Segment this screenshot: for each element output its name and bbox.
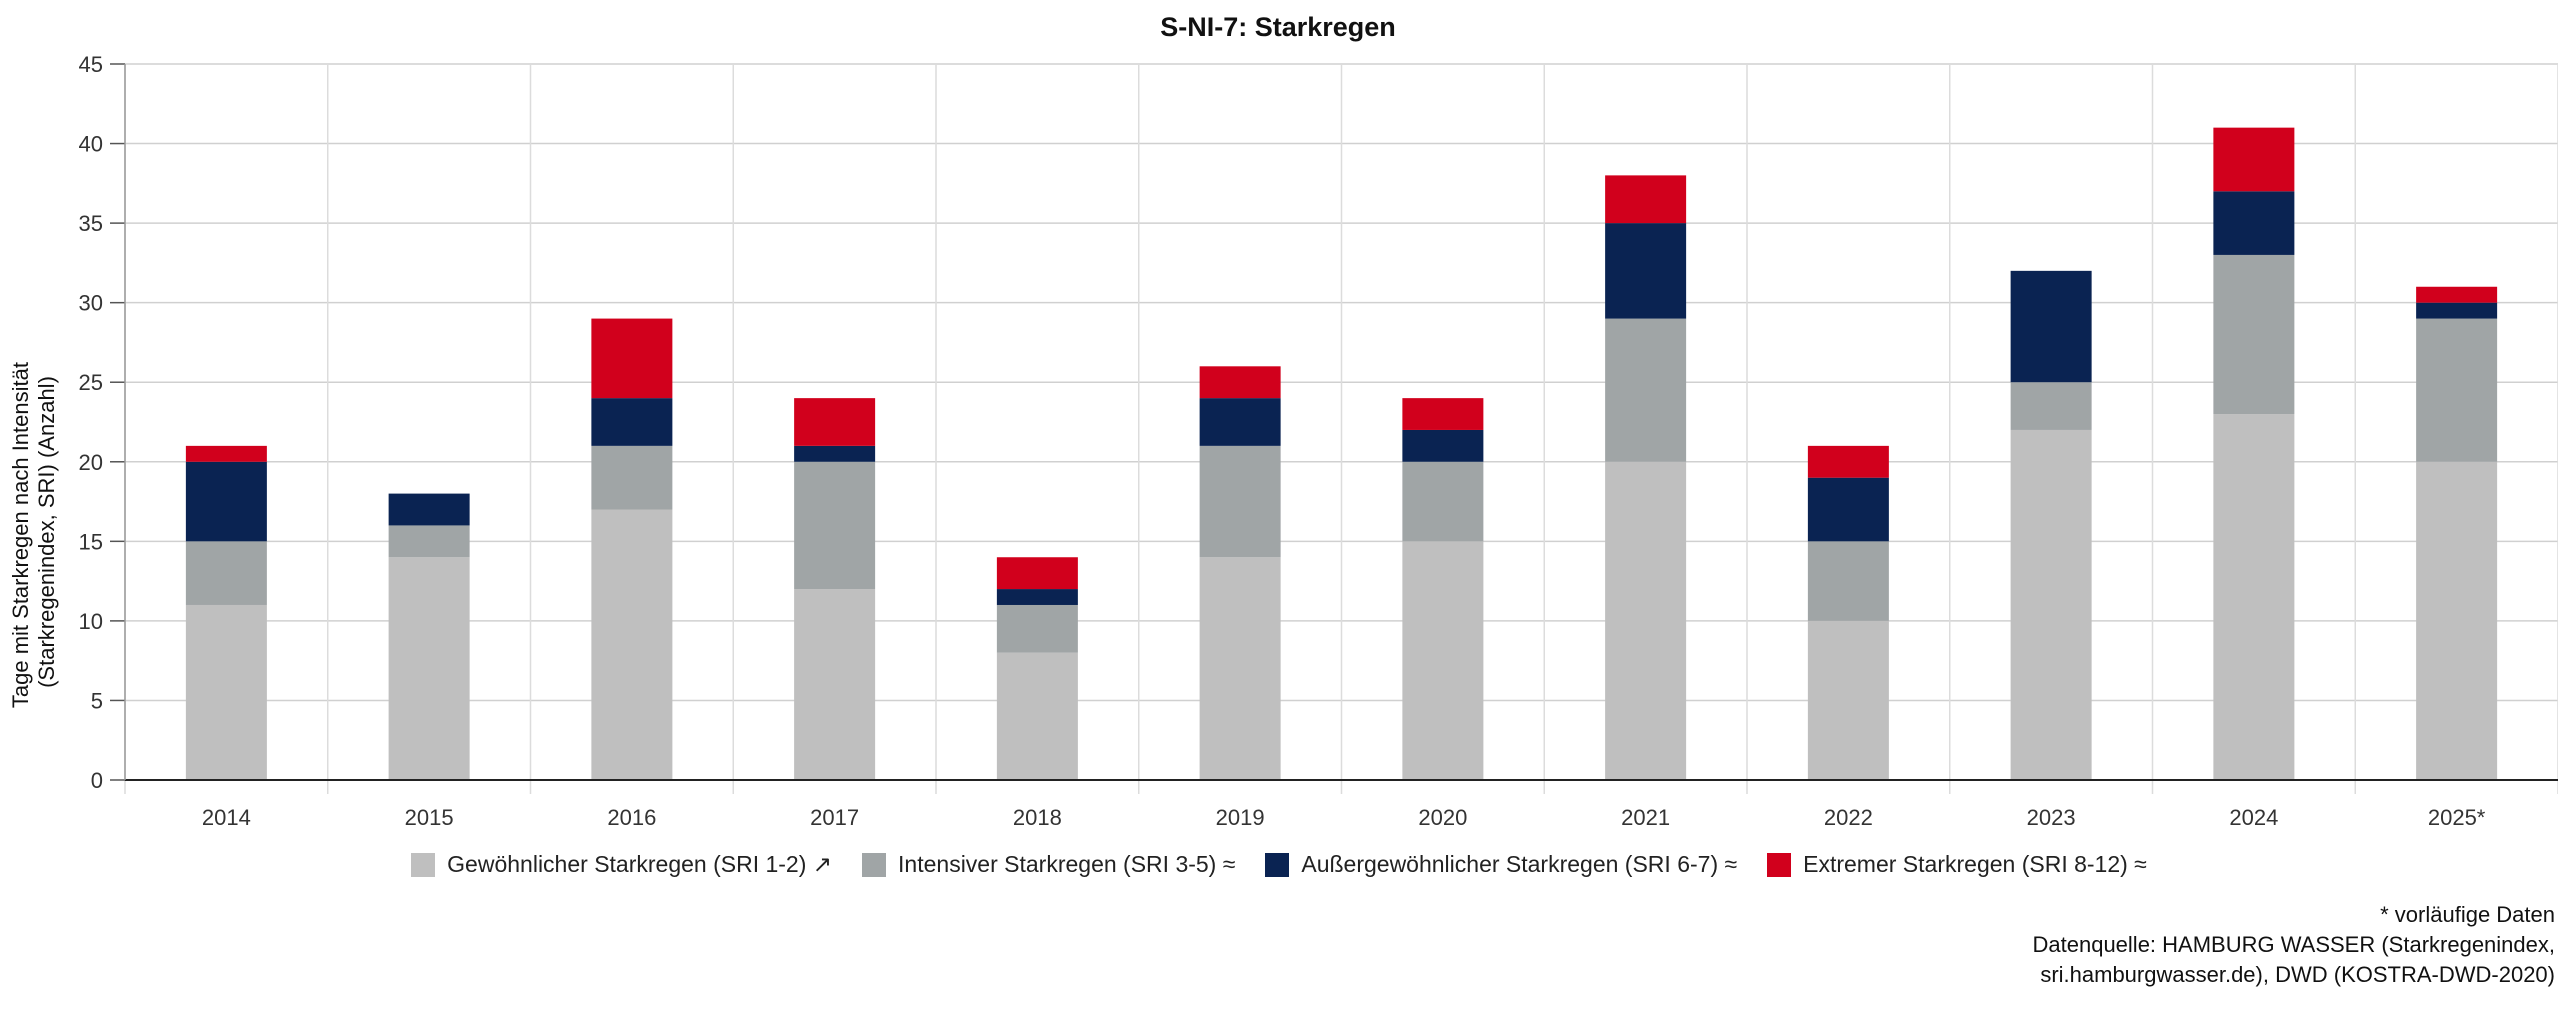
- notes: * vorläufige Daten Datenquelle: HAMBURG …: [2033, 900, 2556, 990]
- source-line-2: sri.hamburgwasser.de), DWD (KOSTRA-DWD-2…: [2040, 962, 2555, 987]
- y-tick-label: 40: [79, 132, 103, 157]
- bar-segment[interactable]: [1199, 366, 1281, 399]
- bar-segment[interactable]: [591, 318, 673, 399]
- bar-segment[interactable]: [2416, 318, 2498, 462]
- y-tick-label: 20: [79, 450, 103, 475]
- bar-segment[interactable]: [2213, 414, 2295, 780]
- bar-segment[interactable]: [2010, 429, 2092, 780]
- bar-segment[interactable]: [2010, 382, 2092, 430]
- bar-segment[interactable]: [1199, 557, 1281, 780]
- bar-segment[interactable]: [185, 461, 267, 542]
- legend-item-extrem[interactable]: Extremer Starkregen (SRI 8-12) ≈: [1767, 851, 2147, 878]
- bar-segment[interactable]: [1605, 223, 1687, 319]
- legend-item-gewoehnlich[interactable]: Gewöhnlicher Starkregen (SRI 1-2) ↗: [411, 851, 832, 878]
- bar-segment[interactable]: [388, 493, 470, 526]
- axes: 0 5 10 15 20 25 30 35 40 45 2014 2015 2016 2017 2018 20…: [79, 52, 2558, 830]
- y-tick-label: 5: [91, 688, 103, 713]
- x-tick-label: 2021: [1621, 805, 1670, 830]
- y-tick-label: 10: [79, 609, 103, 634]
- bar-segment[interactable]: [2213, 254, 2295, 415]
- bar-segment[interactable]: [794, 445, 876, 462]
- bar-segment[interactable]: [2213, 127, 2295, 192]
- bar-segment[interactable]: [1402, 429, 1484, 462]
- x-tick-label: 2017: [810, 805, 859, 830]
- y-tick-label: 25: [79, 370, 103, 395]
- bar-segment[interactable]: [1402, 398, 1484, 430]
- legend-label: Außergewöhnlicher Starkregen (SRI 6-7) ≈: [1301, 851, 1738, 877]
- bars: [185, 127, 2498, 780]
- bar-segment[interactable]: [388, 525, 470, 558]
- grid: [124, 63, 2558, 794]
- x-tick-label: 2018: [1013, 805, 1062, 830]
- bar-segment[interactable]: [1605, 175, 1687, 224]
- bar-segment[interactable]: [1807, 477, 1889, 542]
- bar-segment[interactable]: [591, 398, 673, 446]
- legend: Gewöhnlicher Starkregen (SRI 1-2) ↗ Inte…: [0, 851, 2558, 878]
- provisional-note: * vorläufige Daten: [2380, 902, 2555, 927]
- bar-segment[interactable]: [185, 445, 267, 462]
- bar-segment[interactable]: [1807, 445, 1889, 478]
- x-tick-label: 2015: [405, 805, 454, 830]
- y-axis-label-line-2: (Starkregenindex, SRI) (Anzahl): [34, 376, 59, 688]
- bar-segment[interactable]: [185, 541, 267, 605]
- legend-swatch: [862, 852, 887, 877]
- x-tick-label: 2023: [2027, 805, 2076, 830]
- bar-segment[interactable]: [794, 398, 876, 446]
- x-tick-label: 2016: [607, 805, 656, 830]
- bar-segment[interactable]: [591, 445, 673, 510]
- y-axis-label-line-1: Tage mit Starkregen nach Intensität: [8, 362, 33, 708]
- bar-segment[interactable]: [1605, 318, 1687, 462]
- x-tick-label: 2022: [1824, 805, 1873, 830]
- bar-segment[interactable]: [996, 557, 1078, 590]
- x-tick-label: 2024: [2229, 805, 2278, 830]
- chart-title: S-NI-7: Starkregen: [1160, 12, 1396, 42]
- legend-label: Intensiver Starkregen (SRI 3-5) ≈: [898, 851, 1236, 877]
- legend-label: Gewöhnlicher Starkregen (SRI 1-2) ↗: [447, 851, 833, 877]
- source-line-1: Datenquelle: HAMBURG WASSER (Starkregeni…: [2032, 932, 2556, 957]
- x-tick-label: 2014: [202, 805, 251, 830]
- bar-segment[interactable]: [1402, 461, 1484, 542]
- bar-segment[interactable]: [1199, 445, 1281, 558]
- bar-segment[interactable]: [1199, 398, 1281, 446]
- legend-swatch: [1767, 852, 1792, 877]
- bar-segment[interactable]: [1807, 620, 1889, 780]
- bar-segment[interactable]: [1605, 461, 1687, 780]
- x-tick-label: 2020: [1418, 805, 1467, 830]
- bar-segment[interactable]: [2416, 461, 2498, 780]
- bar-segment[interactable]: [794, 461, 876, 590]
- bar-segment[interactable]: [2213, 191, 2295, 255]
- y-tick-label: 0: [91, 768, 103, 793]
- chart: S-NI-7: Starkregen 0 5 10 15 20 25 30 35 40 45 201…: [8, 12, 2558, 830]
- y-tick-label: 45: [79, 52, 103, 77]
- legend-item-intensiv[interactable]: Intensiver Starkregen (SRI 3-5) ≈: [862, 851, 1235, 878]
- bar-segment[interactable]: [2416, 302, 2498, 319]
- bar-segment[interactable]: [996, 604, 1078, 653]
- x-tick-label: 2019: [1216, 805, 1265, 830]
- bar-segment[interactable]: [2416, 286, 2498, 303]
- legend-swatch: [411, 852, 436, 877]
- bar-segment[interactable]: [996, 652, 1078, 780]
- y-tick-label: 35: [79, 211, 103, 236]
- legend-item-aussergewoehnlich[interactable]: Außergewöhnlicher Starkregen (SRI 6-7) ≈: [1265, 851, 1737, 878]
- y-axis-label: Tage mit Starkregen nach Intensität (Sta…: [8, 356, 59, 708]
- bar-segment[interactable]: [794, 589, 876, 780]
- x-tick-label: 2025*: [2428, 805, 2486, 830]
- bar-segment[interactable]: [591, 509, 673, 780]
- bar-segment[interactable]: [1807, 541, 1889, 621]
- bar-segment[interactable]: [2010, 270, 2092, 383]
- bar-segment[interactable]: [1402, 541, 1484, 780]
- bar-segment[interactable]: [996, 589, 1078, 605]
- bar-segment[interactable]: [388, 557, 470, 780]
- y-tick-label: 30: [79, 291, 103, 316]
- legend-label: Extremer Starkregen (SRI 8-12) ≈: [1803, 851, 2147, 877]
- bar-segment[interactable]: [185, 604, 267, 780]
- y-tick-label: 15: [79, 529, 103, 554]
- legend-swatch: [1265, 852, 1290, 877]
